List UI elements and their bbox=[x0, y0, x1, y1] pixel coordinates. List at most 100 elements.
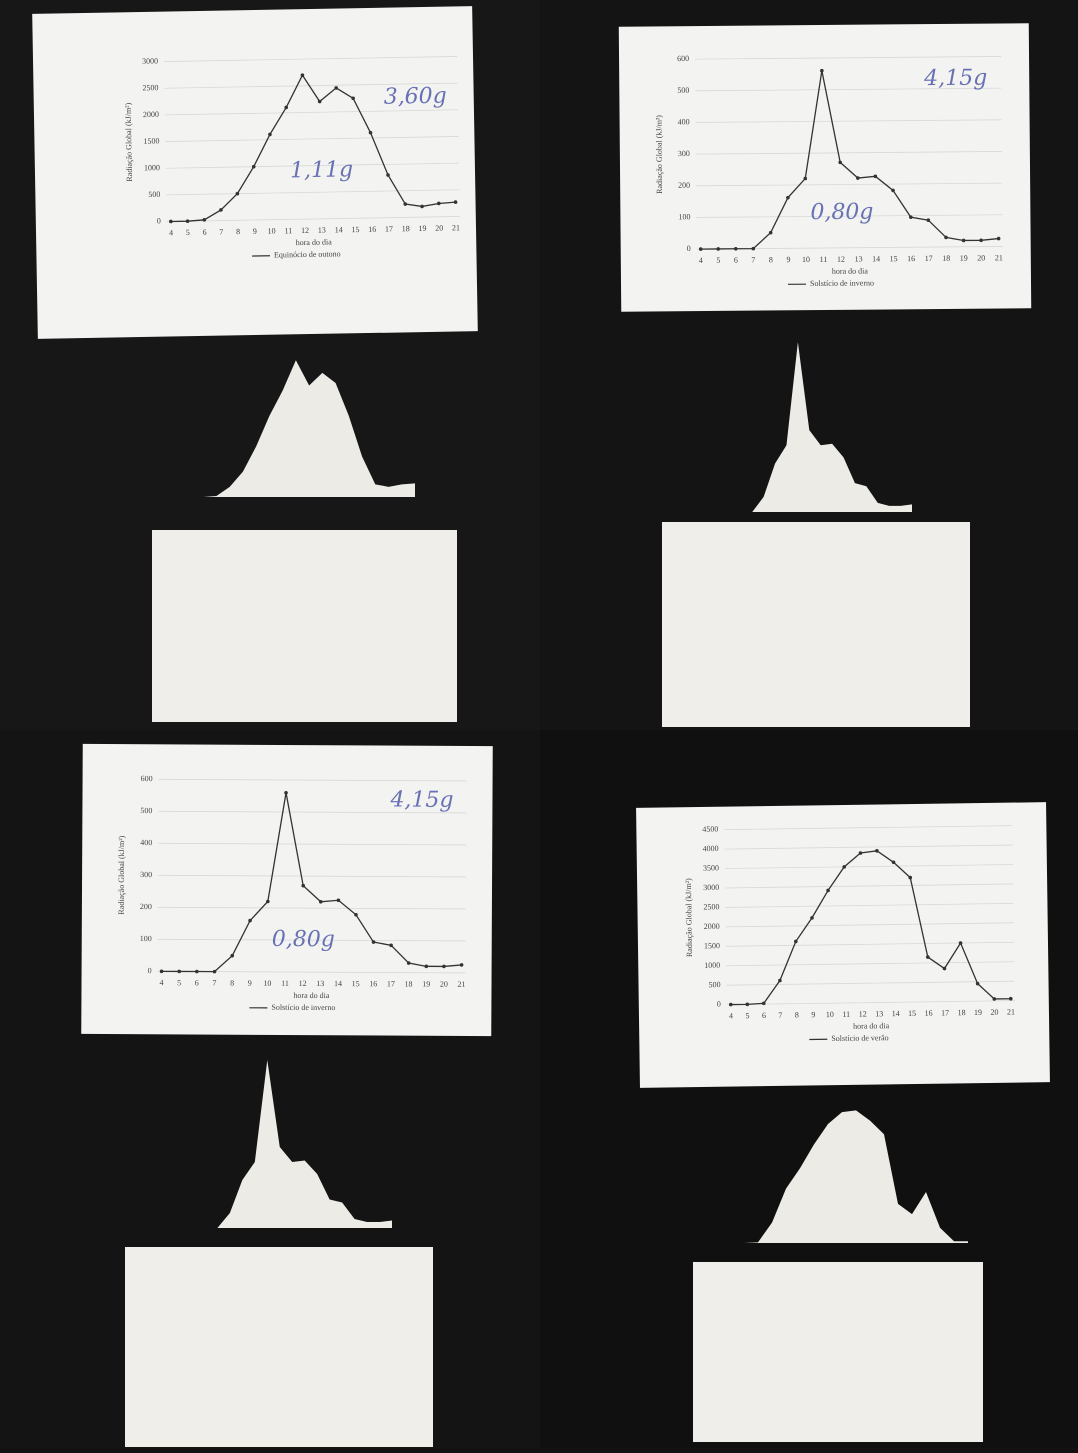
x-tick-label: 19 bbox=[974, 1008, 982, 1017]
x-tick-label: 18 bbox=[405, 979, 413, 988]
x-tick-label: 11 bbox=[820, 255, 828, 264]
data-point bbox=[891, 189, 895, 193]
y-tick-label: 0 bbox=[717, 1000, 721, 1009]
x-tick-label: 8 bbox=[795, 1010, 799, 1019]
x-tick-label: 4 bbox=[729, 1011, 733, 1020]
data-point bbox=[786, 196, 790, 200]
x-tick-label: 20 bbox=[990, 1008, 998, 1017]
y-tick-label: 600 bbox=[677, 54, 689, 63]
x-tick-label: 13 bbox=[855, 255, 863, 264]
handwritten-note: 4,15g bbox=[923, 66, 987, 92]
y-tick-label: 0 bbox=[687, 244, 691, 253]
x-tick-label: 21 bbox=[995, 253, 1003, 262]
x-tick-label: 13 bbox=[316, 979, 324, 988]
x-tick-label: 20 bbox=[977, 253, 985, 262]
y-tick-label: 600 bbox=[141, 774, 153, 783]
x-tick-label: 10 bbox=[826, 1010, 834, 1019]
data-point bbox=[769, 231, 773, 235]
handwritten-note: 0,80g bbox=[810, 200, 873, 226]
data-point bbox=[337, 898, 341, 902]
x-tick-label: 15 bbox=[908, 1009, 916, 1018]
x-tick-label: 5 bbox=[186, 228, 190, 237]
x-tick-label: 19 bbox=[960, 254, 968, 263]
y-tick-label: 100 bbox=[678, 212, 690, 221]
x-tick-label: 15 bbox=[890, 254, 898, 263]
x-tick-label: 15 bbox=[351, 225, 359, 234]
x-tick-label: 5 bbox=[745, 1011, 749, 1020]
y-tick-label: 1000 bbox=[704, 961, 720, 970]
x-tick-label: 10 bbox=[263, 979, 271, 988]
y-tick-label: 500 bbox=[708, 980, 720, 989]
x-tick-label: 9 bbox=[253, 227, 257, 236]
y-tick-label: 1000 bbox=[144, 163, 160, 172]
x-tick-label: 6 bbox=[195, 978, 199, 987]
x-tick-label: 5 bbox=[716, 256, 720, 265]
data-point bbox=[213, 970, 217, 974]
x-tick-label: 10 bbox=[802, 255, 810, 264]
x-tick-label: 19 bbox=[418, 224, 426, 233]
x-tick-label: 6 bbox=[202, 228, 206, 237]
x-tick-label: 16 bbox=[369, 979, 377, 988]
x-tick-label: 17 bbox=[925, 254, 933, 263]
x-tick-label: 20 bbox=[440, 980, 448, 989]
x-axis-label: hora do dia bbox=[293, 991, 329, 1000]
x-tick-label: 7 bbox=[778, 1011, 782, 1020]
paper-rectangle bbox=[693, 1262, 983, 1442]
x-tick-label: 11 bbox=[281, 979, 289, 988]
data-point bbox=[838, 161, 842, 165]
data-point bbox=[195, 970, 199, 974]
x-tick-label: 18 bbox=[942, 254, 950, 263]
data-point bbox=[354, 913, 358, 917]
y-tick-label: 4500 bbox=[702, 825, 718, 834]
data-point bbox=[699, 247, 703, 251]
x-tick-label: 16 bbox=[925, 1009, 933, 1018]
data-point bbox=[909, 215, 913, 219]
x-tick-label: 20 bbox=[435, 224, 443, 233]
x-tick-label: 14 bbox=[335, 225, 343, 234]
x-tick-label: 8 bbox=[236, 227, 240, 236]
y-tick-label: 2500 bbox=[703, 902, 719, 911]
data-point bbox=[372, 940, 376, 944]
y-axis-label: Radiação Global (kJ/m²) bbox=[124, 102, 134, 181]
x-tick-label: 8 bbox=[230, 979, 234, 988]
handwritten-note: 0,80g bbox=[272, 927, 335, 952]
legend-label: Solstício de inverno bbox=[271, 1003, 335, 1012]
y-tick-label: 4000 bbox=[703, 844, 719, 853]
data-point bbox=[319, 900, 323, 904]
x-tick-label: 10 bbox=[268, 226, 276, 235]
x-tick-label: 12 bbox=[299, 979, 307, 988]
paper-rectangle bbox=[152, 530, 457, 722]
data-point bbox=[442, 965, 446, 969]
x-tick-label: 17 bbox=[387, 979, 395, 988]
legend-label: Solstício de verão bbox=[831, 1033, 888, 1043]
data-point bbox=[177, 970, 181, 974]
x-tick-label: 12 bbox=[837, 255, 845, 264]
y-tick-label: 100 bbox=[140, 934, 152, 943]
x-tick-label: 21 bbox=[457, 980, 465, 989]
y-tick-label: 300 bbox=[678, 149, 690, 158]
y-tick-label: 200 bbox=[140, 902, 152, 911]
data-point bbox=[248, 919, 252, 923]
x-tick-label: 9 bbox=[248, 979, 252, 988]
x-tick-label: 12 bbox=[859, 1010, 867, 1019]
handwritten-note: 3,60g bbox=[383, 84, 447, 110]
data-point bbox=[927, 218, 931, 222]
y-axis-label: Radiação Global (kJ/m²) bbox=[684, 878, 694, 957]
y-tick-label: 3000 bbox=[142, 57, 158, 66]
data-point bbox=[803, 177, 807, 181]
data-point bbox=[284, 791, 288, 795]
x-tick-label: 11 bbox=[842, 1010, 850, 1019]
x-tick-label: 4 bbox=[699, 256, 703, 265]
x-tick-label: 4 bbox=[169, 228, 173, 237]
y-tick-label: 500 bbox=[148, 190, 160, 199]
paper-rectangle bbox=[662, 522, 970, 727]
paper bbox=[32, 6, 478, 339]
y-tick-label: 3500 bbox=[703, 863, 719, 872]
data-point bbox=[301, 884, 305, 888]
data-point bbox=[962, 239, 966, 243]
y-tick-label: 400 bbox=[678, 117, 690, 126]
data-point bbox=[997, 237, 1001, 241]
